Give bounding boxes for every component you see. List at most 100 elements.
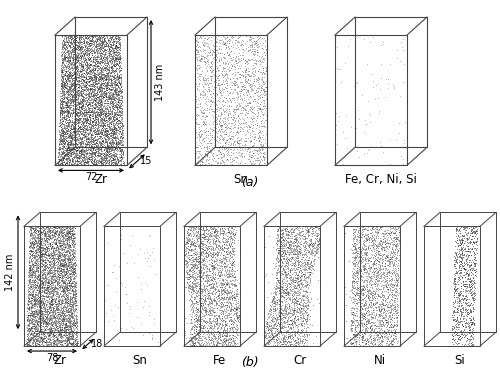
Point	[104, 115, 112, 121]
Point	[196, 301, 204, 307]
Point	[69, 227, 77, 233]
Point	[266, 305, 274, 311]
Point	[370, 232, 378, 238]
Point	[218, 103, 226, 109]
Point	[102, 54, 110, 60]
Point	[288, 333, 296, 339]
Point	[59, 318, 67, 324]
Point	[46, 327, 54, 333]
Point	[100, 39, 108, 45]
Point	[98, 143, 106, 149]
Point	[62, 305, 70, 311]
Point	[290, 315, 298, 321]
Point	[26, 267, 34, 273]
Point	[460, 266, 468, 272]
Point	[52, 335, 60, 341]
Point	[203, 153, 211, 159]
Point	[36, 323, 44, 329]
Point	[236, 102, 244, 108]
Point	[58, 263, 66, 269]
Point	[182, 257, 190, 263]
Point	[62, 99, 70, 105]
Point	[24, 272, 32, 278]
Point	[106, 116, 114, 122]
Point	[102, 75, 110, 81]
Point	[90, 102, 98, 108]
Point	[464, 230, 472, 236]
Point	[275, 290, 283, 296]
Point	[362, 310, 370, 316]
Point	[198, 339, 206, 345]
Point	[74, 59, 82, 65]
Point	[354, 302, 362, 308]
Point	[83, 45, 91, 51]
Point	[46, 342, 54, 348]
Point	[112, 125, 120, 131]
Point	[40, 313, 48, 319]
Point	[76, 96, 84, 102]
Point	[214, 270, 222, 276]
Point	[274, 309, 281, 315]
Point	[195, 241, 203, 247]
Point	[102, 70, 110, 76]
Point	[234, 129, 241, 135]
Point	[380, 294, 388, 300]
Point	[114, 117, 122, 123]
Point	[382, 278, 390, 284]
Point	[222, 315, 230, 321]
Point	[388, 315, 396, 321]
Point	[388, 341, 396, 347]
Point	[74, 123, 82, 129]
Point	[268, 325, 276, 331]
Point	[109, 89, 117, 95]
Point	[234, 329, 242, 335]
Point	[25, 322, 33, 328]
Point	[190, 280, 198, 286]
Point	[280, 295, 288, 301]
Point	[62, 342, 70, 348]
Point	[298, 311, 306, 317]
Point	[26, 329, 34, 335]
Point	[391, 330, 399, 336]
Point	[388, 278, 396, 284]
Point	[53, 293, 61, 299]
Point	[95, 85, 103, 91]
Point	[194, 228, 202, 234]
Point	[74, 127, 82, 133]
Point	[98, 135, 106, 141]
Point	[223, 263, 231, 269]
Point	[58, 91, 66, 97]
Point	[270, 330, 278, 336]
Point	[72, 74, 80, 80]
Point	[72, 71, 80, 77]
Point	[56, 240, 64, 246]
Point	[377, 323, 385, 328]
Point	[50, 309, 58, 315]
Point	[70, 108, 78, 113]
Point	[56, 272, 64, 278]
Point	[376, 318, 384, 324]
Point	[196, 246, 203, 252]
Point	[58, 67, 66, 73]
Point	[50, 229, 58, 235]
Point	[292, 290, 300, 296]
Point	[66, 49, 74, 55]
Point	[216, 273, 224, 279]
Point	[32, 310, 40, 315]
Point	[199, 311, 207, 317]
Point	[55, 156, 63, 162]
Point	[220, 244, 228, 250]
Point	[86, 129, 94, 135]
Point	[80, 109, 88, 115]
Point	[264, 334, 272, 340]
Point	[64, 103, 72, 109]
Point	[107, 135, 115, 141]
Point	[26, 225, 34, 231]
Point	[402, 119, 409, 125]
Point	[198, 336, 205, 341]
Point	[97, 145, 105, 151]
Point	[391, 251, 399, 257]
Point	[81, 118, 89, 124]
Point	[199, 159, 207, 165]
Point	[392, 314, 400, 320]
